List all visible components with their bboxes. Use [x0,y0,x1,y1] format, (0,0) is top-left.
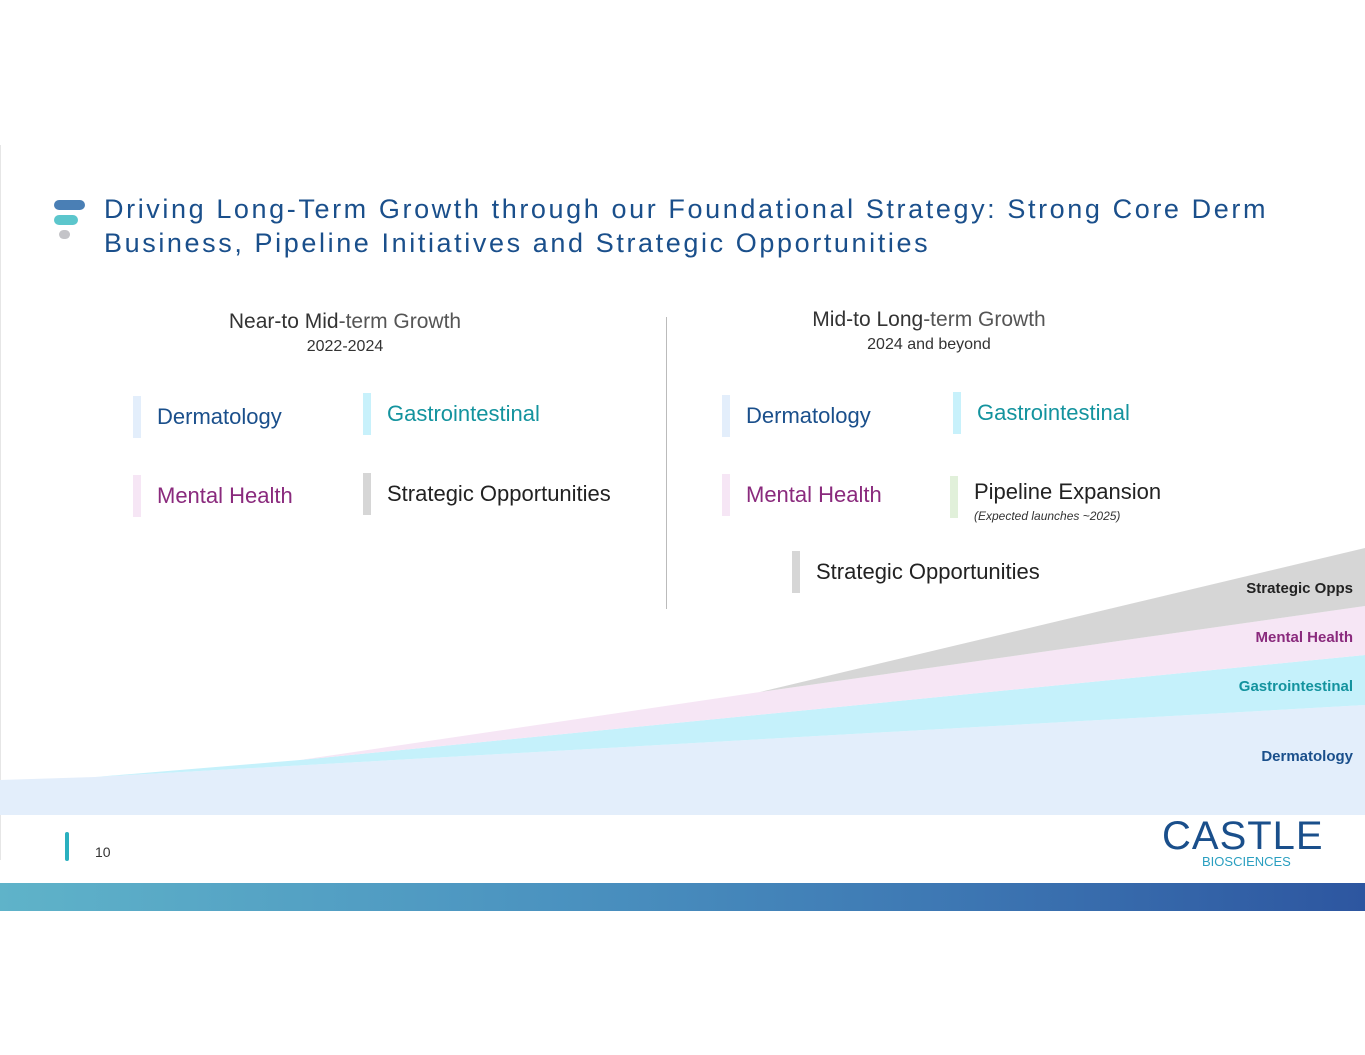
slide-edge-line [0,145,1,860]
band-label-strategic: Strategic Opps [1246,580,1353,597]
band-label-derm: Dermatology [1261,748,1353,765]
left-item-mental-health: Mental Health [133,475,293,517]
footer-banner-image [0,883,1365,911]
left-column-heading: Near-to Mid-term Growth 2022-2024 [190,310,500,356]
years: 2024 and beyond [867,336,991,353]
logo-text: CASTLE [1162,814,1324,858]
heading-bold: Mid-to Long [812,308,924,331]
right-item-dermatology: Dermatology [722,395,871,437]
band-label-gastro: Gastrointestinal [1238,678,1353,695]
item-label: Pipeline Expansion [974,479,1162,504]
castle-biosciences-logo: CASTLE BIOSCIENCES [1162,814,1324,869]
right-item-pipeline-expansion: Pipeline Expansion (Expected launches ~20… [950,476,1162,523]
right-column-heading: Mid-to Long-term Growth 2024 and beyond [770,308,1088,354]
item-label: Mental Health [157,483,293,508]
right-item-gastrointestinal: Gastrointestinal [953,392,1130,434]
left-item-gastrointestinal: Gastrointestinal [363,393,540,435]
item-label: Dermatology [157,404,282,429]
logo-subtext: BIOSCIENCES [1202,854,1291,869]
page-title: Driving Long-Term Growth through our Fou… [104,194,1269,258]
left-item-strategic-opportunities: Strategic Opportunities [363,473,611,515]
years: 2022-2024 [306,338,384,355]
heading-rest: -term Growth [923,308,1046,331]
item-label: Gastrointestinal [387,401,540,426]
item-label: Mental Health [746,482,882,507]
heading-rest: -term Growth [338,310,462,333]
band-mental-health [300,606,1365,760]
band-gastrointestinal [95,655,1365,777]
right-item-mental-health: Mental Health [722,474,882,516]
band-label-mental: Mental Health [1255,629,1353,646]
band-strategic-opps [760,548,1365,692]
page-number-accent [65,832,69,861]
item-label: Strategic Opportunities [816,559,1040,584]
item-label: Gastrointestinal [977,400,1130,425]
right-item-strategic-opportunities: Strategic Opportunities [792,551,1040,593]
item-sublabel: (Expected launches ~2025) [974,509,1121,523]
heading-bold: Near-to Mid [228,310,339,333]
bullet-logo-icon [54,200,85,239]
item-label: Strategic Opportunities [387,481,611,506]
left-item-dermatology: Dermatology [133,396,282,438]
column-divider [666,317,667,609]
page-number: 10 [95,844,111,860]
item-label: Dermatology [746,403,871,428]
band-dermatology [0,705,1365,815]
